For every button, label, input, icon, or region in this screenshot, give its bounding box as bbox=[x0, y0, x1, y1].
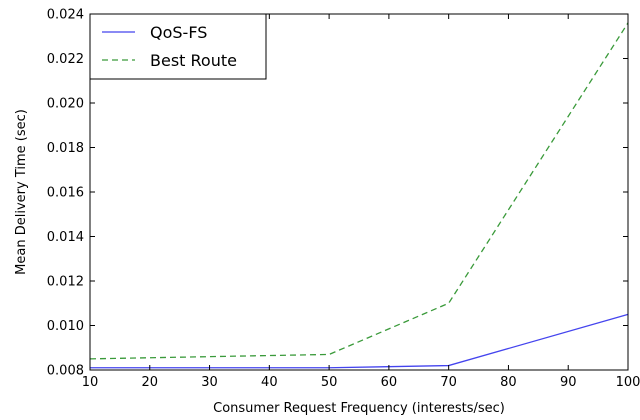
y-tick-label: 0.024 bbox=[47, 8, 84, 23]
legend: QoS-FS Best Route bbox=[89, 13, 267, 80]
y-tick-label: 0.010 bbox=[47, 319, 84, 334]
y-tick-label: 0.012 bbox=[47, 275, 84, 290]
x-tick-label: 30 bbox=[201, 375, 218, 390]
x-tick-label: 10 bbox=[82, 375, 99, 390]
x-tick-label: 20 bbox=[142, 375, 159, 390]
x-tick-label: 100 bbox=[616, 375, 640, 390]
y-tick-label: 0.008 bbox=[47, 364, 84, 379]
series-line-best-route bbox=[89, 22, 629, 360]
y-tick-label: 0.016 bbox=[47, 186, 84, 201]
x-tick-label: 70 bbox=[440, 375, 457, 390]
x-axis-label: Consumer Request Frequency (interests/se… bbox=[213, 401, 505, 416]
axis-ticks: 10 20 30 40 50 60 70 80 90 100 0.008 0.010 0.012 0.01… bbox=[47, 8, 640, 391]
legend-label: QoS-FS bbox=[150, 23, 207, 42]
y-axis-label: Mean Delivery Time (sec) bbox=[14, 109, 29, 275]
y-tick-label: 0.020 bbox=[47, 97, 84, 112]
legend-box bbox=[89, 13, 267, 80]
x-tick-label: 80 bbox=[500, 375, 517, 390]
y-tick-label: 0.022 bbox=[47, 52, 84, 67]
x-tick-label: 50 bbox=[321, 375, 338, 390]
x-tick-label: 90 bbox=[560, 375, 577, 390]
y-tick-label: 0.014 bbox=[47, 230, 84, 245]
y-tick-label: 0.018 bbox=[47, 141, 84, 156]
x-tick-label: 60 bbox=[381, 375, 398, 390]
x-tick-label: 40 bbox=[261, 375, 278, 390]
legend-label: Best Route bbox=[150, 51, 237, 70]
